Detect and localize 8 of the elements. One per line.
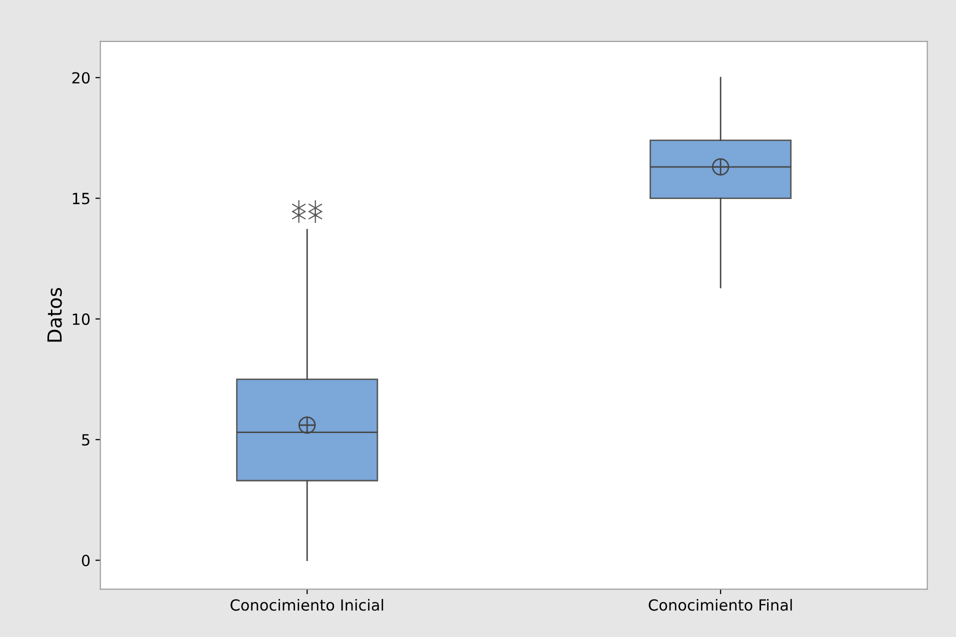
- y-tick-label: 15: [72, 192, 90, 204]
- y-tick-label: 20: [72, 72, 90, 84]
- y-axis-title: Datos: [47, 288, 62, 342]
- x-tick-label: Conocimiento Inicial: [230, 598, 384, 611]
- y-tick-label: 0: [82, 554, 90, 566]
- x-tick-label: Conocimiento Final: [648, 598, 792, 611]
- y-tick-label: 10: [72, 313, 90, 325]
- y-tick-label: 5: [82, 434, 90, 446]
